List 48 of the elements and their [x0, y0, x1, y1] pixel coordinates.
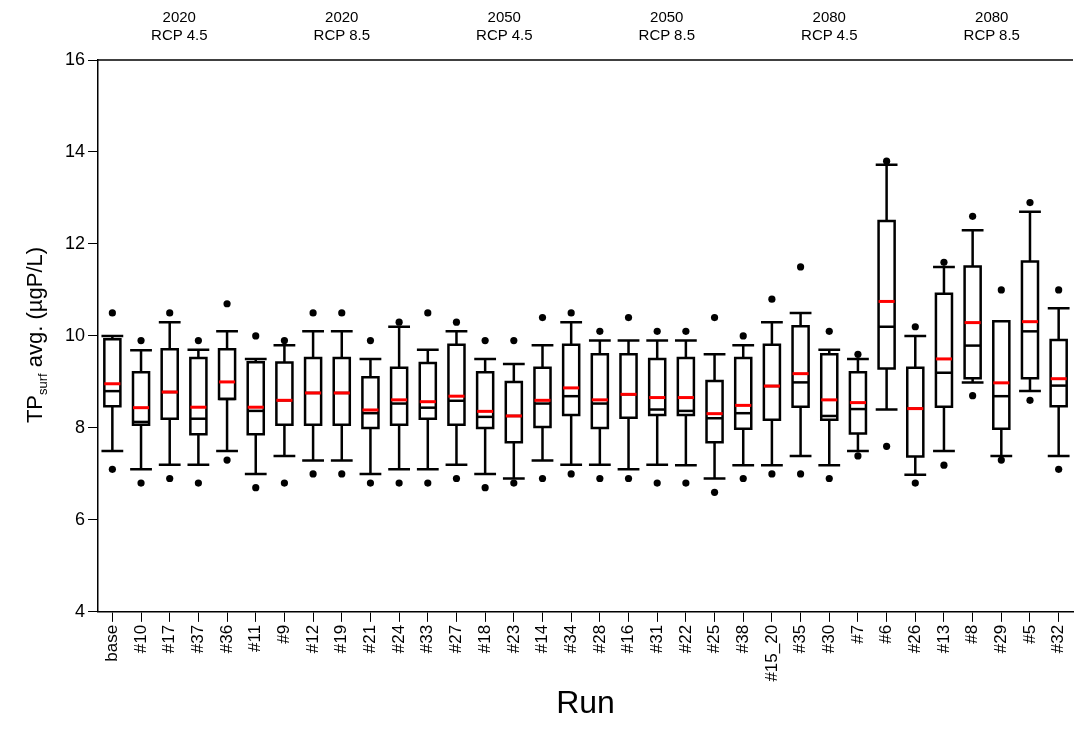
x-tick-label: #15_20 [761, 624, 781, 682]
text: 2050 RCP 4.5 [476, 8, 533, 43]
x-tick-label: #22 [675, 624, 695, 654]
x-tick-label: #25 [704, 624, 724, 654]
y-tick-label: 4 [75, 600, 86, 621]
x-tick-label: #32 [1048, 624, 1068, 654]
x-tick-label: #28 [589, 624, 609, 654]
x-tick-label: #13 [933, 624, 953, 654]
text: 2080 RCP 8.5 [963, 8, 1020, 43]
x-tick-label: #21 [360, 624, 380, 654]
x-tick-label: #33 [417, 624, 437, 654]
x-tick-label: #16 [618, 624, 638, 654]
x-tick-label: #23 [503, 624, 523, 654]
x-tick-label: #8 [962, 624, 982, 644]
x-tick-label: #11 [245, 624, 265, 652]
y-tick-label: 12 [64, 232, 86, 253]
x-tick-label: #34 [560, 624, 580, 654]
y-tick-label: 10 [64, 324, 86, 345]
x-tick-label: #31 [646, 624, 666, 654]
y-tick-label: 6 [75, 508, 86, 529]
x-tick-label: #38 [732, 624, 752, 654]
y-tick-label: 8 [75, 416, 86, 437]
x-tick-label: base [102, 624, 122, 662]
text: 2020 RCP 4.5 [151, 8, 208, 43]
x-tick-label: #26 [904, 624, 924, 654]
x-tick-label: #36 [216, 624, 236, 654]
y-tick-label: 14 [64, 140, 86, 161]
x-tick-label: #9 [274, 624, 294, 644]
x-tick-label: #19 [331, 624, 351, 654]
x-tick-label: #30 [818, 624, 838, 654]
x-tick-label: #7 [847, 624, 867, 644]
x-tick-label: #35 [790, 624, 810, 654]
x-tick-label: #5 [1019, 624, 1039, 644]
x-tick-label: #27 [446, 624, 466, 654]
text: 2020 RCP 8.5 [313, 8, 370, 43]
x-tick-label: #17 [159, 624, 179, 654]
y-tick-label: 16 [64, 48, 86, 69]
x-tick-label: #29 [991, 624, 1010, 654]
x-tick-label: #12 [302, 624, 322, 654]
x-tick-label: #24 [388, 624, 408, 654]
x-tick-label: #18 [474, 624, 494, 654]
x-tick-label: #37 [188, 624, 208, 654]
x-tick-label: #10 [130, 624, 150, 654]
text: 2050 RCP 8.5 [638, 8, 695, 43]
x-tick-label: #14 [532, 624, 552, 654]
x-axis-title: Run [556, 683, 615, 720]
x-tick-label: #6 [876, 624, 896, 644]
text: 2080 RCP 4.5 [801, 8, 858, 43]
